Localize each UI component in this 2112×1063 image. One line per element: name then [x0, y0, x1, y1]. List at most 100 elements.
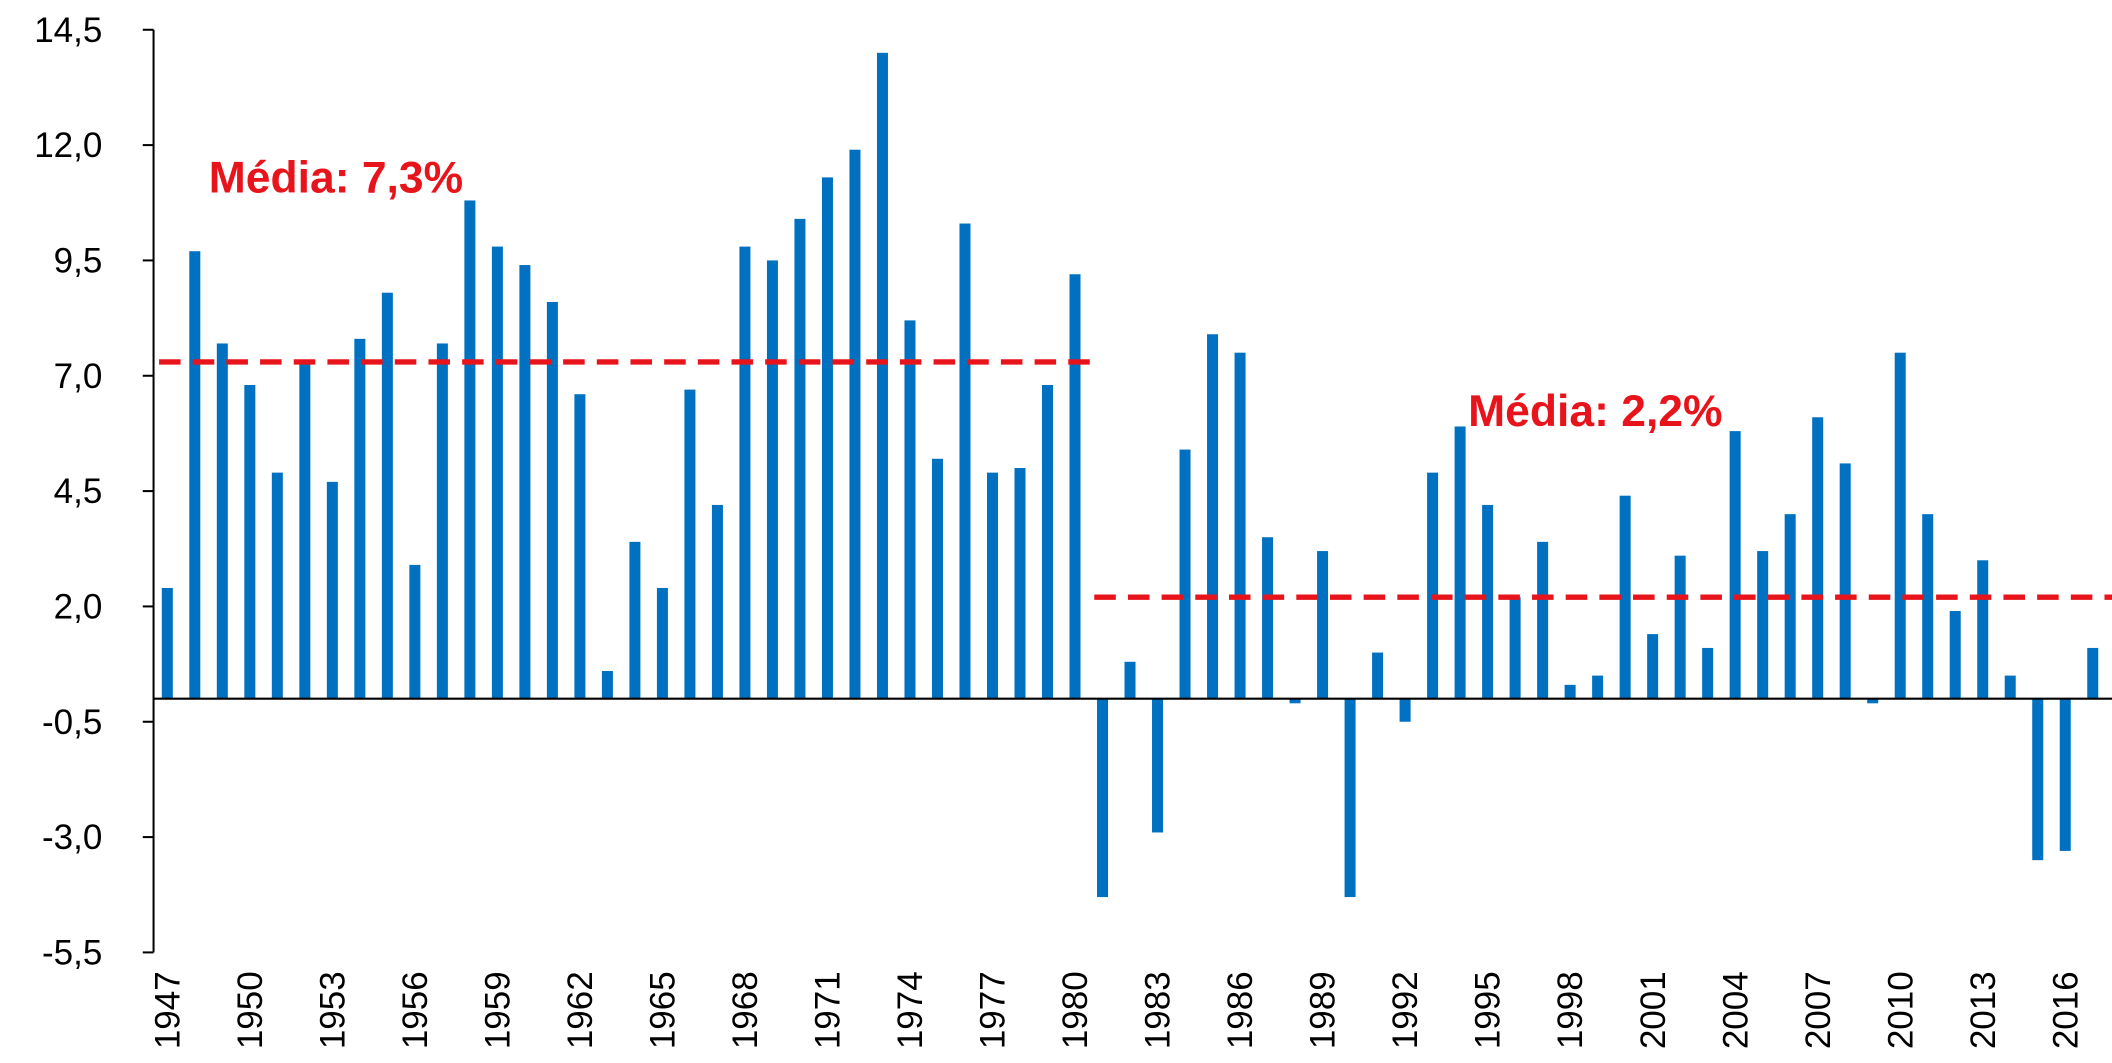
x-tick-label: 1998 — [1551, 971, 1590, 1049]
bar — [656, 587, 668, 699]
bar — [1647, 634, 1659, 699]
bar — [684, 389, 696, 699]
bar — [849, 149, 861, 699]
x-tick-label: 1983 — [1139, 971, 1178, 1049]
bar — [739, 246, 751, 699]
bar — [354, 338, 366, 699]
x-tick-label: 1956 — [396, 971, 435, 1049]
mean-annotation: Média: 7,3% — [209, 154, 463, 203]
bar — [1454, 426, 1466, 699]
bar — [1014, 468, 1026, 699]
bar — [711, 504, 723, 699]
bar — [876, 52, 888, 699]
bar — [1922, 514, 1934, 699]
bar — [1812, 417, 1824, 699]
y-tick-label: -0,5 — [42, 703, 102, 742]
x-tick-label: 1971 — [809, 971, 848, 1049]
bar — [189, 251, 201, 699]
bar — [1482, 504, 1494, 699]
bar — [766, 260, 778, 699]
bar — [409, 564, 421, 699]
bar — [794, 218, 806, 699]
x-tick-label: 1986 — [1221, 971, 1260, 1049]
bar — [546, 301, 558, 699]
bar — [161, 587, 173, 699]
bar — [1949, 611, 1961, 699]
x-tick-label: 1995 — [1469, 971, 1508, 1049]
bar — [1207, 334, 1219, 699]
bar — [216, 343, 228, 699]
bar — [1262, 537, 1274, 699]
y-tick-label: -3,0 — [42, 818, 102, 857]
bar — [1097, 698, 1109, 898]
x-tick-label: 1947 — [148, 971, 187, 1049]
bar — [519, 265, 531, 699]
bar — [1729, 431, 1741, 699]
y-tick-label: 14,5 — [34, 11, 102, 50]
x-tick-label: 2007 — [1799, 971, 1838, 1049]
bar — [244, 384, 256, 699]
x-tick-label: 1977 — [974, 971, 1013, 1049]
y-tick-label: 4,5 — [54, 472, 103, 511]
x-tick-label: 1968 — [726, 971, 765, 1049]
bar — [1069, 274, 1081, 699]
x-tick-label: 1974 — [891, 971, 930, 1049]
x-tick-label: 1950 — [231, 971, 270, 1049]
bar — [601, 671, 613, 699]
bar — [1537, 541, 1549, 699]
x-tick-label: 1992 — [1386, 971, 1425, 1049]
bar — [1894, 352, 1906, 699]
x-tick-label: 2010 — [1881, 971, 1920, 1049]
bar — [1564, 684, 1576, 699]
bar — [1124, 661, 1136, 699]
y-tick-label: 9,5 — [54, 242, 103, 281]
bar — [574, 394, 586, 699]
bar — [464, 200, 476, 699]
bar — [1372, 652, 1384, 699]
x-tick-label: 1959 — [479, 971, 518, 1049]
bar — [1509, 597, 1521, 699]
x-tick-label: 2001 — [1634, 971, 1673, 1049]
bar — [1592, 675, 1604, 699]
bar — [299, 361, 311, 699]
bar — [1399, 698, 1411, 722]
bar — [2032, 698, 2044, 861]
y-tick-label: 2,0 — [54, 588, 103, 627]
bar — [381, 292, 393, 699]
bar — [1317, 551, 1329, 699]
bar — [2059, 698, 2071, 851]
bar — [491, 246, 503, 699]
bar — [959, 223, 971, 699]
y-tick-label: -5,5 — [42, 934, 102, 973]
x-tick-label: 1962 — [561, 971, 600, 1049]
bar — [326, 481, 338, 699]
bar — [271, 472, 283, 699]
bar — [1757, 551, 1769, 699]
bar — [1977, 560, 1989, 699]
x-tick-label: 1989 — [1304, 971, 1343, 1049]
mean-annotation: Média: 2,2% — [1468, 387, 1722, 436]
bar — [1042, 384, 1054, 699]
bar — [1702, 647, 1714, 699]
bar — [1619, 495, 1631, 699]
x-tick-label: 2016 — [2046, 971, 2085, 1049]
y-tick-label: 7,0 — [54, 357, 103, 396]
bar — [1344, 698, 1356, 898]
bar — [1674, 555, 1686, 699]
bar — [2087, 647, 2099, 699]
x-tick-label: 1980 — [1056, 971, 1095, 1049]
bar — [1867, 698, 1879, 704]
bar — [931, 458, 943, 699]
x-tick-label: 1953 — [313, 971, 352, 1049]
bar — [2004, 675, 2016, 699]
bar — [904, 320, 916, 699]
bar — [821, 177, 833, 699]
bar — [986, 472, 998, 699]
x-tick-label: 1965 — [644, 971, 683, 1049]
y-tick-label: 12,0 — [34, 126, 102, 165]
bar — [1427, 472, 1439, 699]
bar — [629, 541, 641, 699]
x-tick-label: 2004 — [1716, 971, 1755, 1049]
